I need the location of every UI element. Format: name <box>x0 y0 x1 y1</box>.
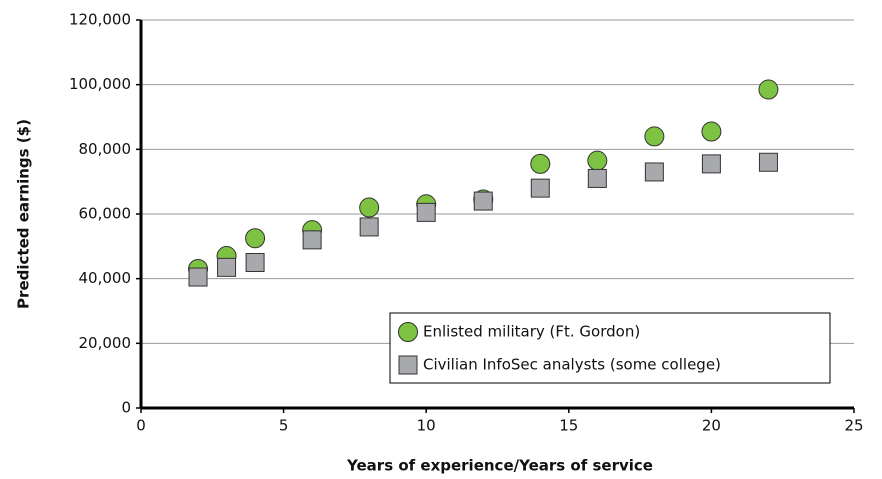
point <box>416 202 436 222</box>
legend-label: Enlisted military (Ft. Gordon) <box>423 323 640 341</box>
y-tick-label: 40,000 <box>79 269 132 287</box>
point <box>359 197 380 218</box>
point <box>701 121 722 142</box>
point <box>302 230 322 250</box>
legend-label: Civilian InfoSec analysts (some college) <box>423 356 721 374</box>
y-tick-label: 60,000 <box>79 205 132 223</box>
y-tick-label: 0 <box>121 399 131 417</box>
point <box>530 153 551 174</box>
y-tick-label: 100,000 <box>69 75 131 93</box>
x-tick-label: 10 <box>417 417 436 435</box>
point <box>701 154 721 174</box>
x-tick-label: 20 <box>702 417 721 435</box>
point <box>188 267 208 287</box>
legend-marker <box>398 355 418 375</box>
y-tick-label: 20,000 <box>79 334 132 352</box>
x-axis-title: Years of experience/Years of service <box>346 457 653 475</box>
y-tick-label: 80,000 <box>79 140 132 158</box>
point <box>359 217 379 237</box>
point <box>217 257 237 277</box>
point <box>587 168 607 188</box>
point <box>473 191 493 211</box>
legend-box <box>389 312 831 384</box>
y-axis-title: Predicted earnings ($) <box>15 119 33 309</box>
x-tick-label: 15 <box>559 417 578 435</box>
point <box>758 79 779 100</box>
point <box>644 126 665 147</box>
point <box>587 150 608 171</box>
point <box>758 152 778 172</box>
x-tick-label: 25 <box>844 417 863 435</box>
point <box>245 228 266 249</box>
point <box>644 162 664 182</box>
x-tick-label: 0 <box>136 417 146 435</box>
point <box>245 253 265 272</box>
x-tick-label: 5 <box>279 417 289 435</box>
y-tick-label: 120,000 <box>69 11 131 29</box>
legend-marker <box>398 322 418 342</box>
point <box>530 178 550 198</box>
